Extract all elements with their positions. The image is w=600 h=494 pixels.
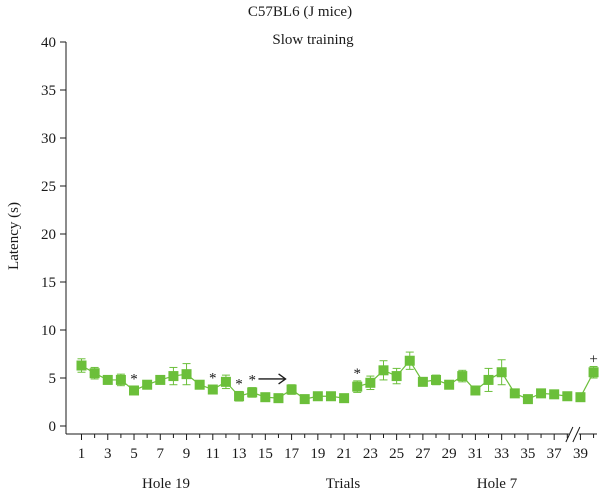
data-point	[89, 368, 100, 379]
x-tick-label: 1	[78, 446, 86, 462]
x-tick-label: 31	[468, 446, 483, 462]
x-tick-label: 21	[337, 446, 352, 462]
data-point	[549, 389, 560, 400]
data-point	[220, 376, 231, 387]
y-tick-label: 30	[41, 131, 56, 147]
data-point	[575, 392, 586, 403]
x-tick-label: 19	[310, 446, 325, 462]
data-point	[339, 393, 350, 404]
data-point	[207, 384, 218, 395]
chart-subtitle: Slow training	[272, 32, 354, 48]
data-point	[168, 371, 179, 382]
data-point	[483, 374, 494, 385]
significance-marker: *	[248, 373, 256, 389]
data-point	[194, 379, 205, 390]
x-tick-label: 15	[258, 446, 273, 462]
y-tick-label: 35	[41, 83, 56, 99]
data-point	[273, 393, 284, 404]
data-point	[365, 377, 376, 388]
x-tick-label: 39	[573, 446, 588, 462]
data-point	[312, 391, 323, 402]
x-tick-label: 11	[206, 446, 220, 462]
significance-marker: *	[353, 366, 361, 382]
x-tick-label: 3	[104, 446, 112, 462]
data-point	[588, 367, 599, 378]
x-tick-label: 17	[284, 446, 300, 462]
significance-marker: *	[209, 371, 217, 387]
data-point	[247, 387, 258, 398]
data-point	[352, 381, 363, 392]
data-point	[496, 367, 507, 378]
x-tick-label: 5	[130, 446, 138, 462]
data-point	[457, 371, 468, 382]
data-point	[470, 385, 481, 396]
data-point	[76, 360, 87, 371]
x-tick-label: 25	[389, 446, 404, 462]
y-tick-label: 15	[41, 275, 56, 291]
data-point	[142, 379, 153, 390]
axis-break-gap	[568, 429, 579, 439]
axis-break-mark	[565, 426, 574, 443]
y-tick-label: 20	[41, 227, 56, 243]
group-label-hole-7: Hole 7	[477, 476, 518, 492]
data-point	[391, 371, 402, 382]
data-point	[417, 376, 428, 387]
x-tick-label: 23	[363, 446, 378, 462]
y-tick-label: 0	[49, 419, 57, 435]
data-point	[115, 374, 126, 385]
x-tick-label: 7	[157, 446, 165, 462]
data-point	[181, 369, 192, 380]
y-tick-label: 25	[41, 179, 56, 195]
x-tick-label: 9	[183, 446, 191, 462]
x-tick-label: 35	[520, 446, 535, 462]
group-label-hole-19: Hole 19	[142, 476, 190, 492]
y-tick-label: 10	[41, 323, 56, 339]
significance-marker: *	[130, 372, 138, 388]
data-point	[509, 388, 520, 399]
x-tick-label: 37	[547, 446, 563, 462]
data-point	[562, 391, 573, 402]
x-tick-label: 27	[415, 446, 431, 462]
y-axis-label: Latency (s)	[6, 202, 22, 270]
data-point	[325, 391, 336, 402]
data-point	[522, 394, 533, 405]
data-point	[260, 392, 271, 403]
data-point	[431, 374, 442, 385]
data-point	[129, 385, 140, 396]
chart-title: C57BL6 (J mice)	[248, 4, 352, 20]
x-tick-label: 13	[232, 446, 247, 462]
x-tick-label: 29	[442, 446, 457, 462]
arrow-head	[278, 373, 287, 385]
data-point	[404, 355, 415, 366]
data-point	[536, 388, 547, 399]
y-tick-label: 5	[49, 371, 57, 387]
data-point	[155, 374, 166, 385]
data-point	[378, 365, 389, 376]
data-point	[286, 384, 297, 395]
data-point	[234, 391, 245, 402]
significance-marker: *	[235, 376, 243, 392]
data-point	[299, 394, 310, 405]
data-point	[102, 374, 113, 385]
x-axis-label: Trials	[326, 476, 361, 492]
x-tick-label: 33	[494, 446, 509, 462]
data-point	[444, 379, 455, 390]
significance-marker: +	[589, 351, 597, 367]
y-tick-label: 40	[41, 35, 56, 51]
axis-break-mark	[572, 426, 581, 443]
